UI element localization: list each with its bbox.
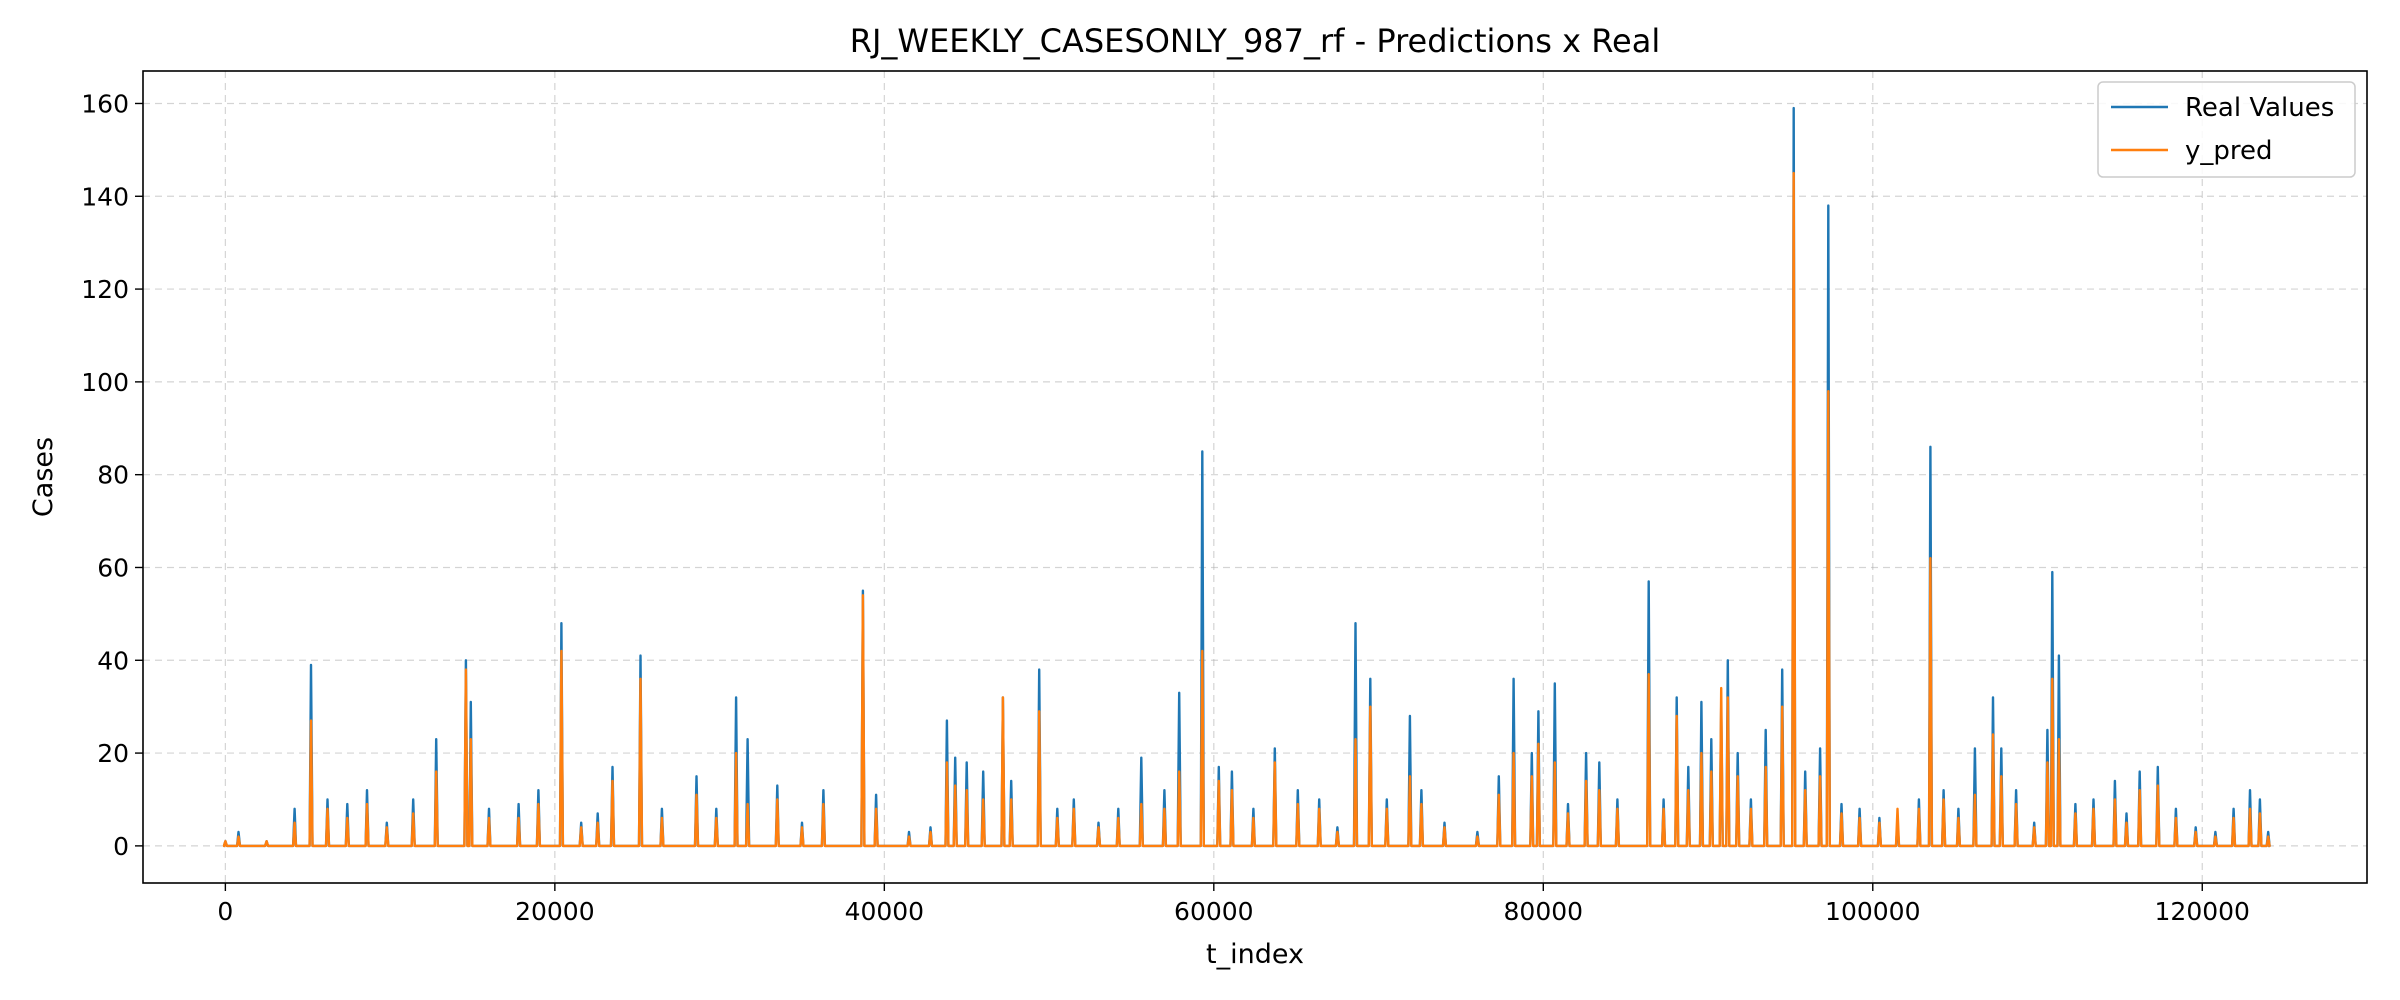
y-tick-label: 80: [97, 461, 129, 490]
legend: Real Values y_pred: [2097, 81, 2356, 178]
x-axis-label: t_index: [1206, 939, 1304, 970]
x-tick-label: 120000: [2155, 897, 2250, 926]
x-axis: 0 20000 40000 60000 80000 100000 120000: [217, 883, 2250, 926]
y-tick-label: 20: [97, 739, 129, 768]
plot-frame: [142, 70, 2368, 884]
x-tick-label: 40000: [845, 897, 925, 926]
x-tick-label: 60000: [1174, 897, 1254, 926]
legend-label-real: Real Values: [2185, 93, 2334, 123]
series-line-y-pred: [222, 171, 2271, 848]
x-tick-label: 80000: [1504, 897, 1584, 926]
x-tick-label: 20000: [515, 897, 595, 926]
x-tick-label: 100000: [1825, 897, 1920, 926]
y-tick-label: 40: [97, 646, 129, 675]
y-tick-label: 140: [81, 182, 129, 211]
legend-label-pred: y_pred: [2185, 136, 2273, 166]
y-tick-label: 100: [81, 368, 129, 397]
y-tick-label: 160: [81, 89, 129, 118]
y-tick-label: 0: [113, 832, 129, 861]
y-axis-label: Cases: [28, 437, 59, 517]
y-tick-label: 120: [81, 275, 129, 304]
x-tick-label: 0: [217, 897, 233, 926]
chart-title: RJ_WEEKLY_CASESONLY_987_rf - Predictions…: [850, 22, 1660, 60]
y-tick-label: 60: [97, 553, 129, 582]
plot-area: [222, 106, 2271, 848]
y-axis: 0 20 40 60 80 100 120 140 160: [81, 89, 143, 861]
